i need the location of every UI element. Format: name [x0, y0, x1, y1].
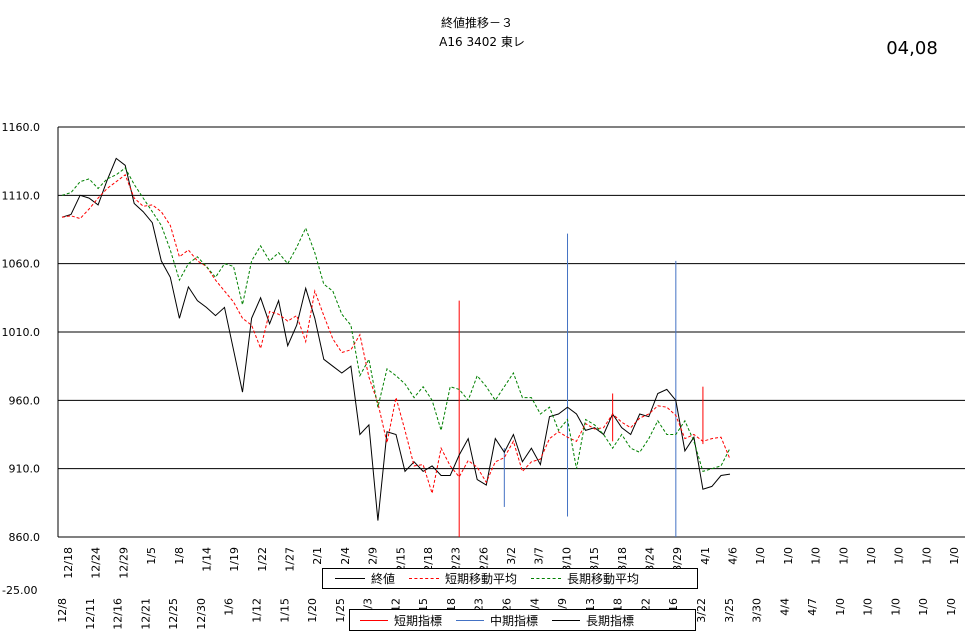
legend-item-long-ma: 長期移動平均 — [531, 570, 639, 587]
x-tick-label-upper: 2/9 — [367, 547, 380, 565]
y-tick-label: 960.0 — [9, 394, 41, 407]
x-tick-label-upper: 1/0 — [948, 547, 961, 565]
legend-swatch-long-indicator — [552, 619, 581, 621]
x-tick-label-upper: 1/0 — [920, 547, 933, 565]
x-tick-label-upper: 1/0 — [754, 547, 767, 565]
legend-item-short-ma: 短期移動平均 — [409, 570, 517, 587]
legend-label-long-ma: 長期移動平均 — [567, 572, 640, 586]
series-lines — [61, 157, 731, 521]
y-tick-label: 1010.0 — [2, 326, 41, 339]
x-tick-label-upper: 3/18 — [616, 547, 629, 572]
corner-label: 04,08 — [886, 38, 938, 59]
x-tick-label-upper: 3/10 — [560, 547, 573, 572]
x-tick-label-lower: 1/6 — [223, 598, 236, 616]
x-tick-label-lower: 12/25 — [167, 598, 180, 630]
x-tick-label-upper: 3/24 — [643, 547, 656, 572]
x-tick-label-lower: 1/20 — [306, 598, 319, 623]
x-tick-label-lower: 12/30 — [195, 598, 208, 630]
x-tick-label-upper: 2/15 — [394, 547, 407, 572]
x-tick-label-upper: 4/1 — [699, 547, 712, 565]
x-tick-label-lower: 4/4 — [778, 598, 791, 616]
y-tick-label: 910.0 — [9, 463, 41, 476]
x-tick-label-upper: 1/0 — [782, 547, 795, 565]
legend-label-mid-indicator: 中期指標 — [490, 613, 539, 628]
x-tick-label-upper: 1/0 — [865, 547, 878, 565]
x-tick-label-lower: 12/8 — [56, 598, 69, 623]
x-tick-label-lower: 1/0 — [834, 598, 847, 616]
x-tick-label-upper: 3/29 — [671, 547, 684, 572]
x-tick-label-lower: 1/0 — [917, 598, 930, 616]
chart-subtitle: A16 3402 東レ — [439, 35, 525, 49]
y-tick-label: 1060.0 — [2, 258, 41, 271]
x-tick-label-upper: 2/4 — [339, 547, 352, 565]
x-tick-label-upper: 1/0 — [893, 547, 906, 565]
x-tick-label-upper: 1/14 — [200, 547, 213, 572]
legend-item-short-indicator: 短期指標 — [360, 612, 442, 629]
x-tick-label-upper: 2/23 — [450, 547, 463, 572]
legend-label-close: 終値 — [371, 572, 396, 586]
y-tick-label: 860.0 — [9, 531, 41, 544]
x-tick-label-upper: 1/8 — [173, 547, 186, 565]
legend-item-mid-indicator: 中期指標 — [456, 612, 538, 629]
x-tick-label-upper: 1/22 — [256, 547, 269, 572]
legend-bottom: 短期指標 中期指標 長期指標 — [349, 609, 696, 631]
x-tick-label-lower: 1/0 — [862, 598, 875, 616]
legend-label-long-indicator: 長期指標 — [586, 613, 635, 628]
x-tick-label-upper: 1/19 — [228, 547, 241, 572]
legend-item-long-indicator: 長期指標 — [552, 612, 634, 629]
x-tick-label-upper: 2/1 — [311, 547, 324, 565]
legend-label-short-indicator: 短期指標 — [394, 613, 443, 628]
x-tick-label-lower: 3/25 — [723, 598, 736, 623]
legend-swatch-close — [335, 578, 365, 579]
x-tick-label-upper: 3/15 — [588, 547, 601, 572]
legend-swatch-long-ma — [531, 578, 562, 579]
lower-axis-label: -25.00 — [2, 584, 37, 597]
x-tick-label-lower: 3/22 — [695, 598, 708, 623]
y-tick-label: 1110.0 — [2, 189, 41, 202]
x-tick-label-upper: 2/18 — [422, 547, 435, 572]
x-tick-label-upper: 2/26 — [477, 547, 490, 572]
x-tick-label-upper: 1/27 — [284, 547, 297, 572]
legend-item-close: 終値 — [335, 570, 395, 587]
x-tick-label-upper: 12/18 — [62, 547, 75, 579]
series-line-1 — [61, 173, 731, 494]
x-tick-label-lower: 4/7 — [806, 598, 819, 616]
legend-swatch-mid-indicator — [456, 619, 485, 621]
x-axis-labels: 12/18 12/24 12/29 1/5 1/8 1/14 1/19 1/22 1/27 2/1… — [56, 547, 961, 630]
x-tick-label-lower: 1/0 — [945, 598, 958, 616]
x-tick-label-upper: 1/0 — [837, 547, 850, 565]
y-tick-label: 1160.0 — [2, 121, 41, 134]
series-line-2 — [61, 167, 731, 473]
series-line-0 — [61, 157, 731, 521]
x-tick-label-lower: 1/25 — [334, 598, 347, 623]
x-tick-label-upper: 1/5 — [145, 547, 158, 565]
x-tick-label-lower: 12/21 — [139, 598, 152, 630]
x-tick-label-upper: 4/6 — [727, 547, 740, 565]
x-tick-label-lower: 12/16 — [112, 598, 125, 630]
x-tick-label-upper: 3/2 — [505, 547, 518, 565]
x-tick-label-upper: 12/29 — [117, 547, 130, 579]
legend-top: 終値 短期移動平均 長期移動平均 — [322, 568, 698, 589]
x-tick-label-lower: 1/0 — [889, 598, 902, 616]
x-tick-label-lower: 3/30 — [751, 598, 764, 623]
y-axis-labels: 1160.0 1110.0 1060.0 1010.0 960.0 910.0 860.0 — [2, 121, 41, 544]
x-tick-label-upper: 12/24 — [90, 547, 103, 579]
legend-swatch-short-ma — [409, 578, 440, 579]
x-tick-label-lower: 1/12 — [250, 598, 263, 623]
x-tick-label-lower: 12/11 — [84, 598, 97, 630]
x-tick-label-upper: 1/0 — [810, 547, 823, 565]
legend-swatch-short-indicator — [360, 619, 388, 621]
x-tick-label-lower: 1/15 — [278, 598, 291, 623]
grid — [57, 126, 965, 538]
legend-label-short-ma: 短期移動平均 — [445, 572, 518, 586]
indicator-lines — [458, 233, 704, 537]
x-tick-label-upper: 3/7 — [533, 547, 546, 565]
chart-title: 終値推移－３ — [441, 15, 513, 30]
